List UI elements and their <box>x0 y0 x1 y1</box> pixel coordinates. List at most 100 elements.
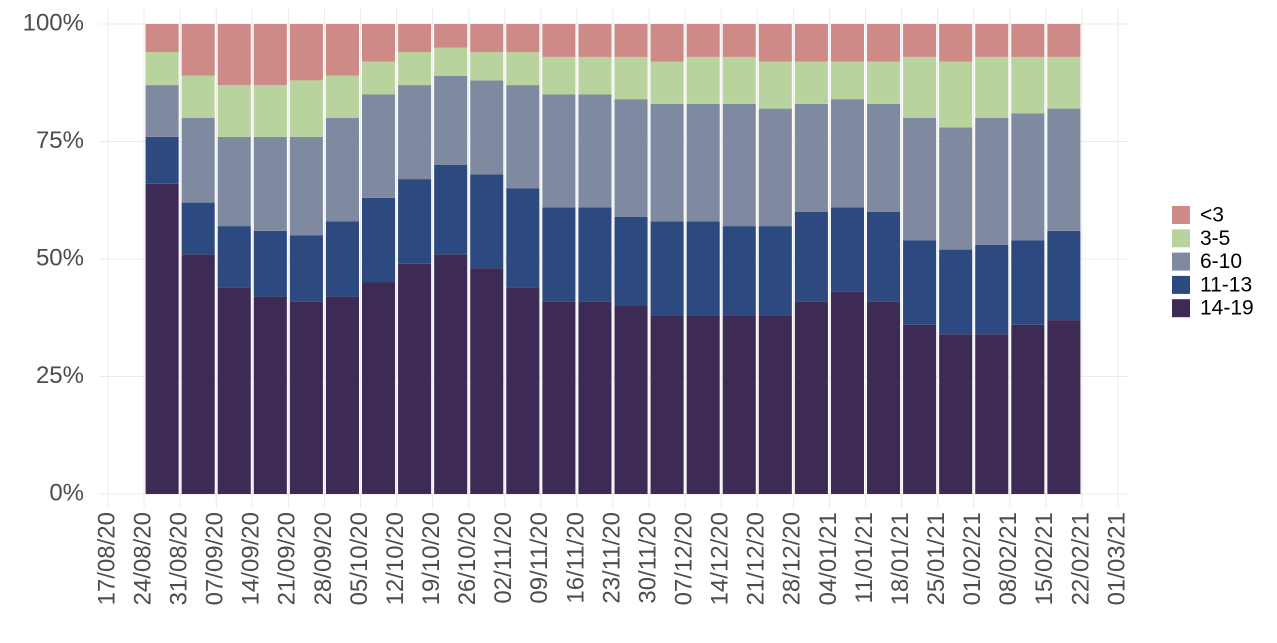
bar-segment <box>253 85 287 137</box>
bar-segment <box>650 315 684 494</box>
bar-segment <box>434 165 468 255</box>
bar-segment <box>145 24 179 53</box>
bar-segment <box>578 301 612 494</box>
bar-segment <box>470 80 504 175</box>
x-tick-label: 08/02/21 <box>995 512 1022 605</box>
bar-segment <box>325 118 359 222</box>
x-tick-label: 18/01/21 <box>887 512 914 605</box>
bar-segment <box>686 56 720 104</box>
bar-segment <box>434 47 468 76</box>
bar-segment <box>903 24 937 57</box>
x-tick-label: 15/02/21 <box>1031 512 1058 605</box>
bar-segment <box>939 61 973 128</box>
x-tick-label: 28/09/20 <box>310 512 337 605</box>
bar-segment <box>542 56 576 95</box>
bar-segment <box>1047 24 1081 57</box>
bar-segment <box>217 85 251 137</box>
y-tick-label: 50% <box>36 244 84 271</box>
bar-segment <box>650 61 684 104</box>
x-tick-label: 14/12/20 <box>707 512 734 605</box>
bar-segment <box>325 75 359 118</box>
bar-segment <box>289 80 323 137</box>
bar-segment <box>145 52 179 86</box>
bar-segment <box>289 24 323 81</box>
bar-segment <box>362 282 396 494</box>
bar-segment <box>434 254 468 494</box>
x-tick-label: 25/01/21 <box>923 512 950 605</box>
x-tick-label: 07/12/20 <box>670 512 697 605</box>
bar-segment <box>722 226 756 316</box>
bar-segment <box>794 103 828 212</box>
bar-segment <box>217 24 251 86</box>
bar-segment <box>578 207 612 302</box>
legend-swatch <box>1172 252 1190 271</box>
bar-segment <box>542 94 576 208</box>
bar-segment <box>506 85 540 189</box>
x-tick-label: 05/10/20 <box>346 512 373 605</box>
bar-segment <box>1047 320 1081 494</box>
legend-swatch <box>1172 206 1190 224</box>
bar-segment <box>867 24 901 62</box>
bar-segment <box>794 61 828 104</box>
y-tick-label: 75% <box>36 127 84 154</box>
bar-segment <box>1011 240 1045 325</box>
x-tick-label: 14/09/20 <box>238 512 265 605</box>
bar-segment <box>1047 230 1081 321</box>
bar-segment <box>145 136 179 184</box>
legend-label: 6-10 <box>1200 250 1242 273</box>
bar-segment <box>939 127 973 250</box>
bar-segment <box>362 61 396 95</box>
x-tick-label: 04/01/21 <box>815 512 842 605</box>
bar-segment <box>722 56 756 104</box>
bar-segment <box>578 94 612 208</box>
bar-segment <box>939 334 973 494</box>
bar-segment <box>253 296 287 494</box>
bar-segment <box>253 24 287 86</box>
bar-segment <box>614 306 648 494</box>
bar-segment <box>650 103 684 222</box>
x-tick-label: 21/12/20 <box>743 512 770 605</box>
bar-segment <box>758 108 792 227</box>
bar-segment <box>217 136 251 227</box>
bar-segment <box>1011 113 1045 241</box>
bar-segment <box>362 94 396 198</box>
bar-segment <box>398 52 432 86</box>
bar-segment <box>289 235 323 302</box>
bar-segment <box>975 244 1009 335</box>
x-tick-label: 24/08/20 <box>129 512 156 605</box>
x-tick-label: 31/08/20 <box>165 512 192 605</box>
bar-segment <box>470 24 504 53</box>
bar-segment <box>614 216 648 306</box>
bar-segment <box>686 315 720 494</box>
bar-segment <box>506 188 540 288</box>
bar-segment <box>1047 108 1081 231</box>
bar-segment <box>145 85 179 137</box>
bar-segment <box>1047 56 1081 109</box>
x-tick-label: 21/09/20 <box>274 512 301 605</box>
bar-segment <box>289 301 323 494</box>
bar-segment <box>506 287 540 494</box>
bar-segment <box>578 24 612 57</box>
bar-segment <box>903 56 937 118</box>
bar-segment <box>614 99 648 217</box>
bar-segment <box>542 207 576 302</box>
bar-segment <box>362 24 396 62</box>
bar-segment <box>903 118 937 241</box>
bar-segment <box>1011 324 1045 494</box>
bar-segment <box>181 75 215 118</box>
bar-segment <box>758 315 792 494</box>
bar-segment <box>470 174 504 269</box>
bar-segment <box>794 301 828 494</box>
legend-swatch <box>1172 229 1190 248</box>
legend-label: 3-5 <box>1200 227 1230 250</box>
x-tick-label: 09/11/20 <box>526 512 553 604</box>
bar-segment <box>217 287 251 494</box>
x-tick-label: 17/08/20 <box>93 512 120 605</box>
bar-segment <box>830 207 864 292</box>
bar-segment <box>398 263 432 494</box>
bar-segment <box>614 56 648 100</box>
bar-segment <box>578 56 612 95</box>
bar-segment <box>830 61 864 100</box>
bar-segment <box>758 61 792 109</box>
